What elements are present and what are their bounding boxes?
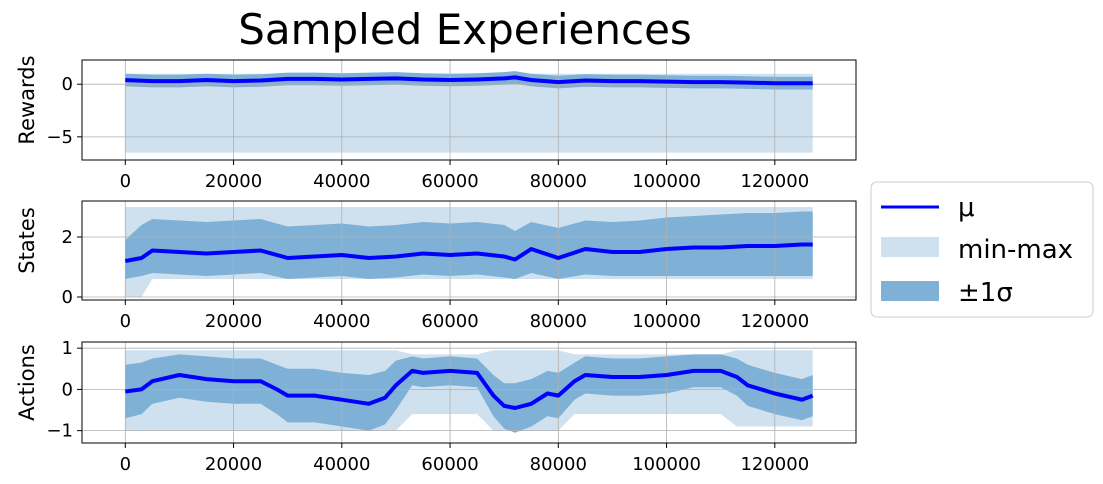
x-tick-label: 40000 bbox=[313, 311, 370, 332]
x-tick-label: 80000 bbox=[530, 311, 587, 332]
std-band bbox=[125, 354, 813, 433]
x-tick-label: 120000 bbox=[740, 311, 809, 332]
legend: μ min-max ±1σ bbox=[870, 181, 1094, 318]
plot-area bbox=[82, 342, 856, 443]
y-axis-label: States bbox=[15, 207, 39, 274]
y-tick-label: −1 bbox=[46, 421, 73, 442]
x-tick-label: 120000 bbox=[740, 454, 809, 475]
legend-mean-label: μ bbox=[958, 193, 975, 223]
legend-minmax-swatch bbox=[881, 237, 939, 257]
x-tick-label: 20000 bbox=[205, 311, 262, 332]
axes-frame bbox=[81, 341, 857, 444]
x-tick-label: 80000 bbox=[530, 454, 587, 475]
x-tick-label: 0 bbox=[120, 454, 131, 475]
legend-std-swatch bbox=[881, 281, 939, 301]
minmax-band bbox=[125, 73, 813, 153]
mean-line bbox=[125, 75, 813, 86]
y-tick-label: 0 bbox=[62, 379, 73, 400]
x-tick-label: 100000 bbox=[632, 171, 701, 192]
x-tick-label: 80000 bbox=[530, 171, 587, 192]
std-band bbox=[125, 211, 813, 279]
legend-minmax-label: min-max bbox=[958, 235, 1073, 265]
x-tick-label: 20000 bbox=[205, 454, 262, 475]
axes-frame bbox=[81, 200, 857, 301]
x-tick-label: 100000 bbox=[632, 311, 701, 332]
y-axis-label: Rewards bbox=[15, 55, 39, 144]
plot-area bbox=[82, 60, 856, 160]
figure-title: Sampled Experiences bbox=[238, 5, 692, 54]
x-tick-label: 60000 bbox=[421, 454, 478, 475]
y-tick-label: −5 bbox=[46, 127, 73, 148]
plot-area bbox=[82, 201, 856, 300]
x-tick-label: 120000 bbox=[740, 171, 809, 192]
x-tick-label: 20000 bbox=[205, 171, 262, 192]
actions-panel: 0 20000 40000 60000 80000 100000 120000 1 0 −1 Act… bbox=[15, 338, 857, 475]
y-tick-label: 1 bbox=[62, 338, 73, 359]
rewards-panel: 0 20000 40000 60000 80000 100000 120000 0 −5 Rewa… bbox=[15, 55, 857, 192]
y-tick-label: 0 bbox=[62, 74, 73, 95]
y-tick-label: 2 bbox=[62, 227, 73, 248]
mean-line bbox=[124, 242, 813, 263]
x-tick-label: 0 bbox=[120, 311, 131, 332]
mean-line bbox=[125, 368, 814, 410]
y-tick-label: 0 bbox=[62, 287, 73, 308]
axes-frame bbox=[81, 59, 857, 161]
x-tick-label: 60000 bbox=[421, 311, 478, 332]
y-axis-label: Actions bbox=[15, 344, 39, 421]
x-tick-label: 40000 bbox=[313, 171, 370, 192]
x-tick-label: 60000 bbox=[421, 171, 478, 192]
x-tick-label: 100000 bbox=[632, 454, 701, 475]
x-tick-label: 0 bbox=[120, 171, 131, 192]
states-panel: 0 20000 40000 60000 80000 100000 120000 0 2 State… bbox=[15, 200, 857, 332]
legend-std-label: ±1σ bbox=[958, 278, 1013, 308]
x-tick-label: 40000 bbox=[313, 454, 370, 475]
